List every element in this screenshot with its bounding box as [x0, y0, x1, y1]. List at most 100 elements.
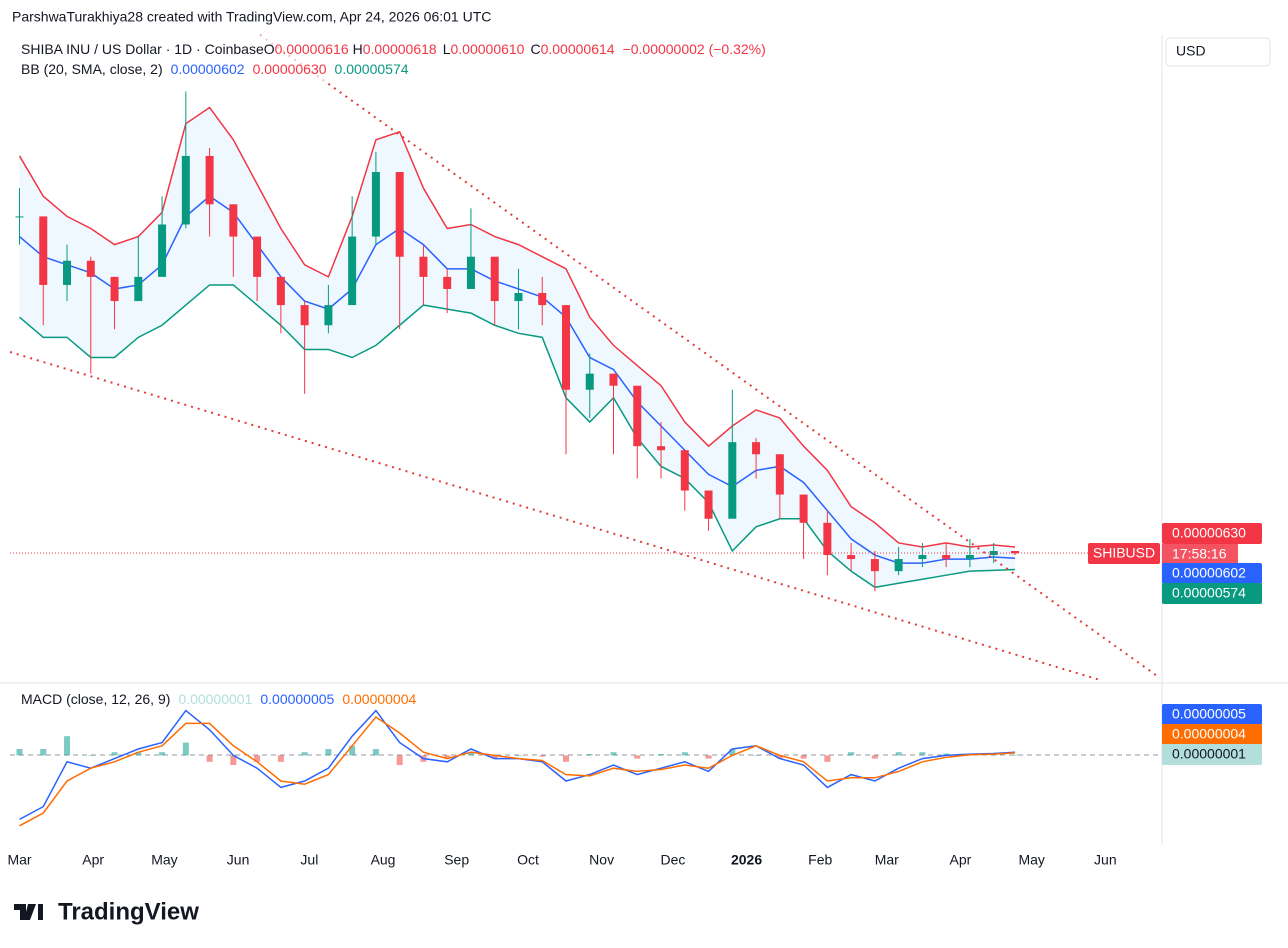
x-tick-label: Jun	[227, 852, 250, 868]
candle-body	[752, 442, 761, 455]
histogram-bar	[824, 755, 831, 762]
trendline	[9, 351, 1101, 681]
histogram-bar	[87, 755, 94, 756]
badge	[1162, 523, 1262, 544]
candle-body	[989, 551, 998, 556]
x-tick-label: Sep	[444, 852, 469, 868]
legend: SHIBA INU / US Dollar · 1D · CoinbaseO0.…	[21, 41, 766, 57]
candle-body	[657, 446, 666, 451]
symbol-badge	[1088, 543, 1160, 564]
histogram-bar	[562, 755, 569, 762]
candle-body	[894, 559, 903, 572]
badge	[1162, 583, 1262, 604]
symbol-badge-text: SHIBUSD	[1093, 545, 1155, 561]
histogram-bar	[776, 755, 783, 759]
histogram-bar	[16, 749, 23, 756]
candle-body	[728, 442, 737, 519]
histogram-bar	[895, 752, 902, 756]
candle-body	[942, 555, 951, 560]
line	[19, 715, 1016, 827]
candle-body	[181, 155, 190, 225]
logo-icon	[14, 904, 43, 920]
countdown: 17:58:16	[1172, 546, 1227, 562]
candle-body	[324, 305, 333, 326]
x-tick-label: Jul	[300, 852, 318, 868]
macd-legend: MACD (close, 12, 26, 9) 0.00000001 0.00000…	[21, 691, 417, 707]
candle-body	[371, 172, 380, 237]
badge-text: 0.00000004	[1172, 726, 1246, 742]
candle-body	[348, 236, 357, 306]
candle-body	[514, 293, 523, 302]
candle-body	[585, 373, 594, 390]
histogram-bar	[729, 749, 736, 756]
candle-body	[775, 454, 784, 495]
macd-pane	[16, 709, 1019, 827]
candle-body	[39, 216, 48, 285]
histogram-bar	[182, 742, 189, 756]
histogram-bar	[871, 755, 878, 759]
candle-body	[110, 276, 119, 302]
x-tick-label: May	[151, 852, 177, 868]
candle-body	[823, 522, 832, 556]
candle-body	[870, 559, 879, 572]
histogram-bar	[1012, 754, 1019, 756]
candle-body	[395, 172, 404, 257]
histogram-bar	[539, 755, 546, 757]
band-fill	[19, 107, 1016, 588]
histogram-bar	[515, 755, 522, 756]
histogram-bar	[658, 754, 665, 756]
histogram-bar	[254, 755, 261, 762]
candle-body	[134, 276, 143, 302]
header: ParshwaTurakhiya28 created with TradingV…	[12, 9, 491, 25]
candle-body	[158, 224, 167, 277]
histogram-bar	[990, 754, 997, 756]
histogram-bar	[206, 755, 213, 762]
x-tick-label: Apr	[950, 852, 972, 868]
candle-body	[847, 555, 856, 560]
badge-text: 0.00000001	[1172, 746, 1246, 762]
brand: TradingView	[58, 898, 199, 925]
x-tick-label: May	[1018, 852, 1044, 868]
currency: USD	[1176, 43, 1206, 59]
x-tick-label: Nov	[589, 852, 614, 868]
histogram-bar	[681, 752, 688, 756]
candle-body	[490, 256, 499, 302]
currency-box[interactable]	[1165, 37, 1271, 67]
histogram-bar	[64, 736, 71, 756]
badge	[1162, 704, 1262, 725]
candle-body	[253, 236, 262, 277]
badge-text: 0.00000574	[1172, 585, 1246, 601]
bb-legend: BB (20, SMA, close, 2) 0.00000602 0.000006…	[21, 61, 409, 77]
histogram-bar	[491, 755, 498, 759]
histogram-bar	[943, 753, 950, 756]
candle-body	[443, 276, 452, 289]
candle-body	[538, 293, 547, 306]
candle-body	[86, 260, 95, 277]
x-tick-label: Mar	[875, 852, 899, 868]
badge	[1162, 744, 1262, 765]
x-tick-label: Dec	[660, 852, 685, 868]
histogram-bar	[301, 752, 308, 756]
x-tick-label: Jun	[1094, 852, 1117, 868]
histogram-bar	[396, 755, 403, 765]
histogram-bar	[135, 752, 142, 756]
badge	[1162, 544, 1238, 565]
candle-body	[1011, 551, 1020, 554]
candle-body	[799, 494, 808, 523]
histogram-bar	[159, 752, 166, 756]
x-tick-label: Apr	[82, 852, 104, 868]
histogram-bar	[349, 745, 356, 756]
histogram-bar	[467, 752, 474, 756]
x-axis: Mar Apr May Jun Jul Aug Sep Oct Nov Dec 2026 Feb Mar…	[7, 852, 1116, 868]
histogram-bar	[444, 755, 451, 759]
histogram-bar	[372, 749, 379, 756]
price-pane	[15, 91, 1020, 592]
histogram-bar	[111, 752, 118, 756]
histogram-bar	[705, 755, 712, 759]
histogram-bar	[586, 754, 593, 756]
x-tick-label: Aug	[371, 852, 396, 868]
histogram-bar	[800, 755, 807, 759]
candle-body	[609, 373, 618, 386]
